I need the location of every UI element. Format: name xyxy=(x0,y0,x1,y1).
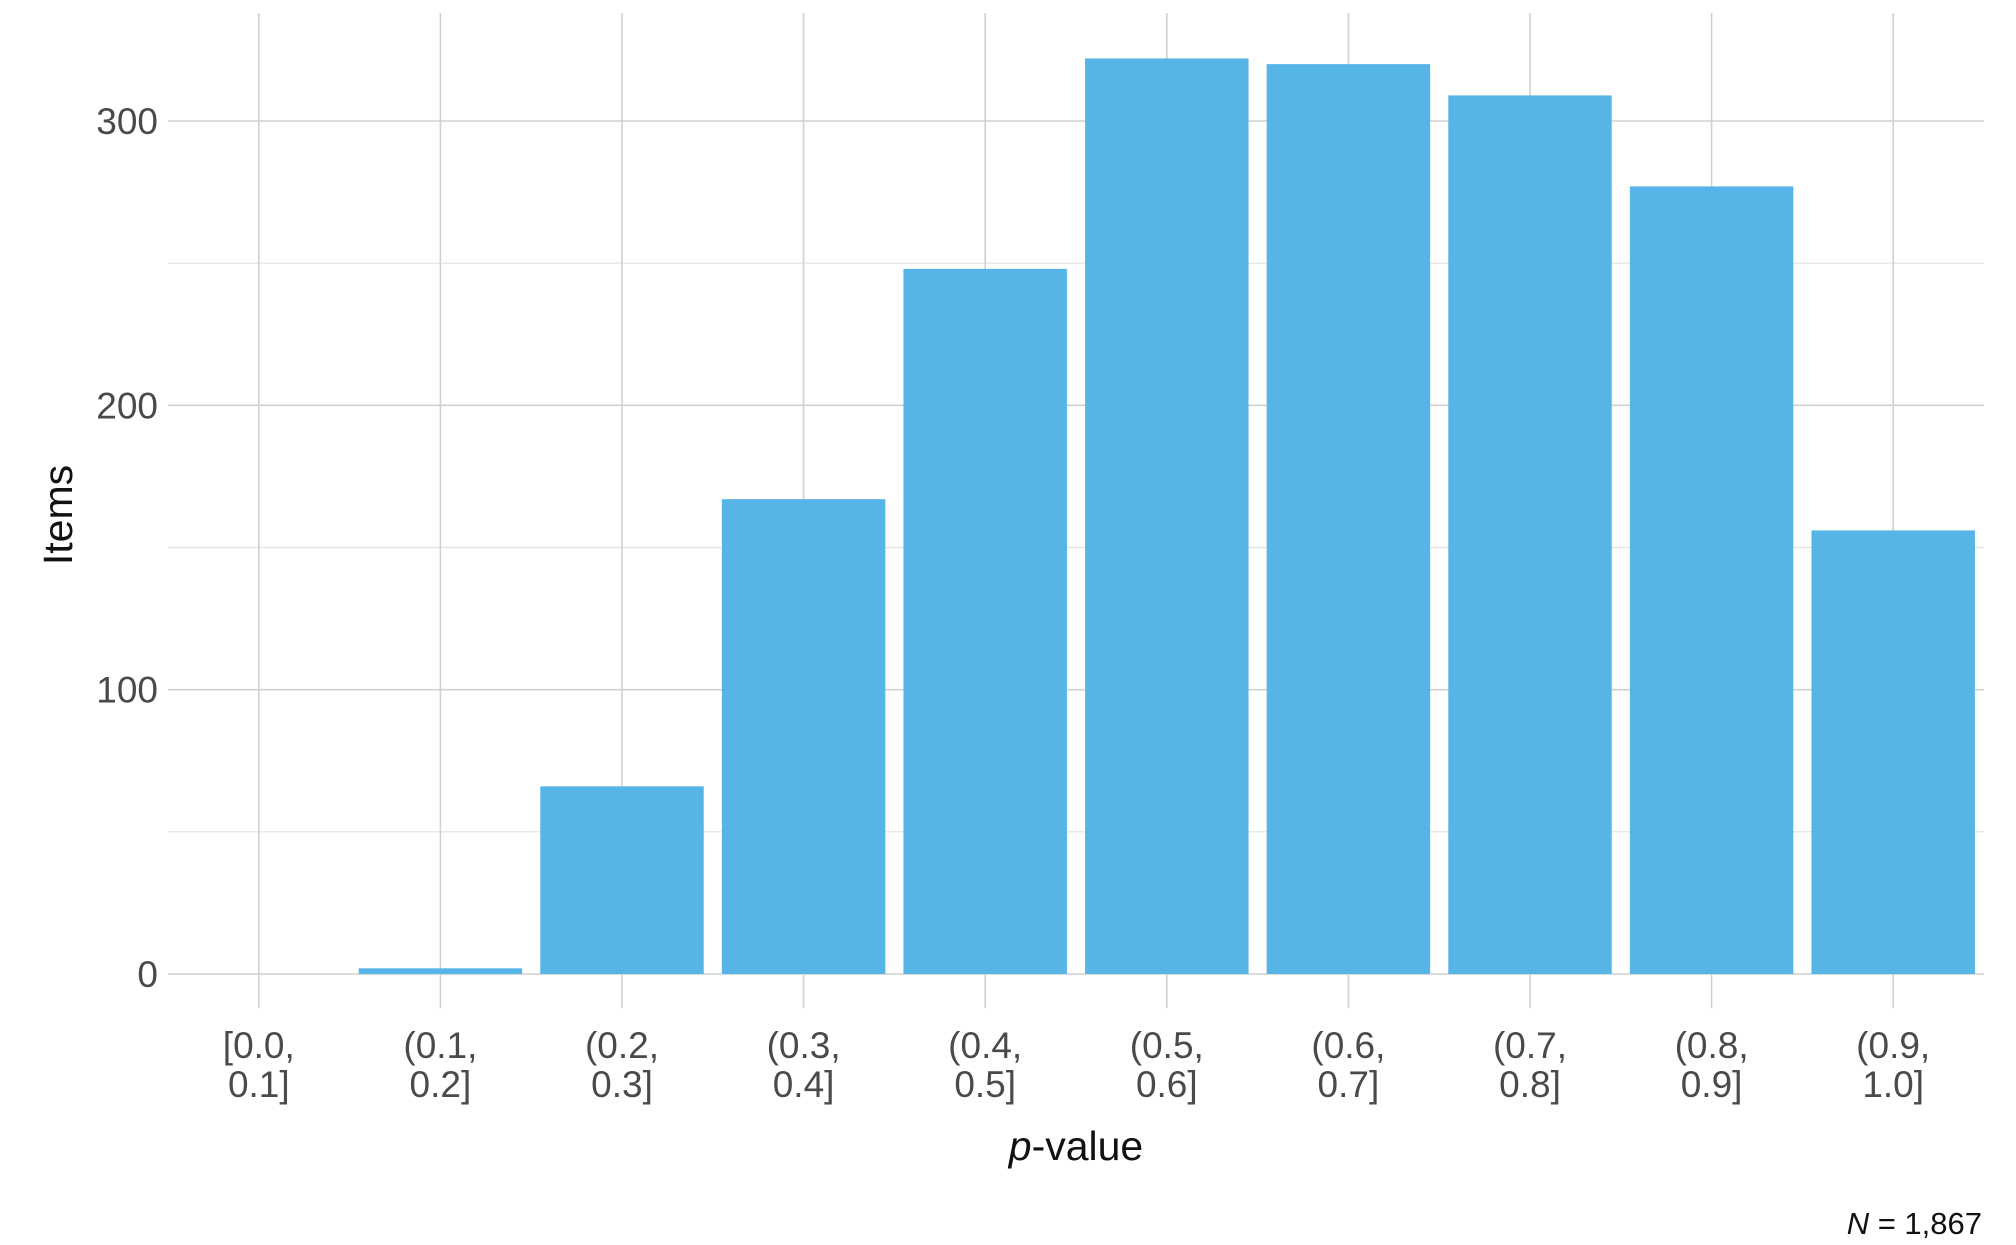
sample-size-caption: N = 1,867 xyxy=(1847,1206,1982,1241)
caption-italic: N xyxy=(1847,1206,1870,1241)
y-tick-label-3: 300 xyxy=(96,101,158,142)
bar-1 xyxy=(358,968,523,974)
x-tick-label-0: [0.0, 0.1] xyxy=(223,1025,295,1105)
y-axis-title: Items xyxy=(35,465,81,565)
y-tick-label-2: 200 xyxy=(96,385,158,426)
bar-2 xyxy=(540,786,704,974)
x-tick-label-4: (0.4, 0.5] xyxy=(948,1025,1022,1105)
y-tick-labels: 0 100 200 300 xyxy=(96,101,158,995)
x-tick-label-3: (0.3, 0.4] xyxy=(767,1025,841,1105)
x-tick-labels: [0.0, 0.1] (0.1, 0.2] (0.2, 0.3] (0.3, 0.4] (0.4… xyxy=(223,1025,1930,1105)
x-axis-title: p-value xyxy=(1007,1123,1143,1169)
x-axis-title-rest: -value xyxy=(1032,1123,1144,1169)
y-tick-label-1: 100 xyxy=(96,670,158,711)
x-tick-label-9: (0.9, 1.0] xyxy=(1856,1025,1930,1105)
x-tick-label-5: (0.5, 0.6] xyxy=(1130,1025,1204,1105)
x-tick-label-7: (0.7, 0.8] xyxy=(1493,1025,1567,1105)
bar-9 xyxy=(1811,530,1975,974)
x-tick-label-2: (0.2, 0.3] xyxy=(585,1025,659,1105)
bar-7 xyxy=(1448,95,1612,974)
bars xyxy=(358,58,1975,975)
bar-3 xyxy=(721,499,886,974)
x-tick-label-6: (0.6, 0.7] xyxy=(1311,1025,1385,1105)
bar-4 xyxy=(903,268,1067,974)
x-axis-title-italic: p xyxy=(1007,1123,1032,1169)
caption-rest: = 1,867 xyxy=(1869,1206,1982,1241)
bar-6 xyxy=(1266,64,1431,975)
x-tick-label-8: (0.8, 0.9] xyxy=(1675,1025,1749,1105)
x-tick-label-1: (0.1, 0.2] xyxy=(403,1025,477,1105)
y-tick-label-0: 0 xyxy=(137,954,158,995)
bar-8 xyxy=(1629,186,1794,974)
bar-5 xyxy=(1085,58,1249,975)
